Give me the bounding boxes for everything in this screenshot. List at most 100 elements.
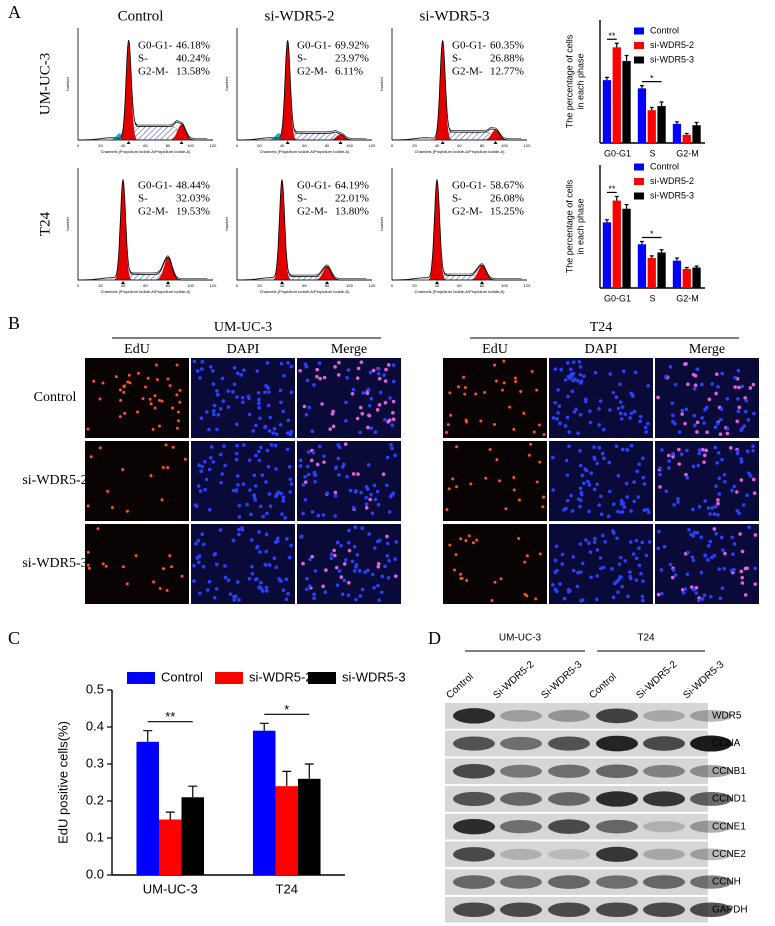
blot-band bbox=[548, 736, 590, 751]
cell-nucleus bbox=[86, 504, 90, 508]
blot-band bbox=[643, 791, 685, 807]
micrograph bbox=[297, 524, 401, 604]
cell-nucleus bbox=[393, 453, 397, 458]
cell-nucleus bbox=[556, 411, 560, 415]
bar bbox=[612, 200, 621, 288]
cell-nucleus bbox=[207, 508, 212, 512]
cell-nucleus bbox=[351, 472, 356, 476]
x-tick-label: UM-UC-3 bbox=[143, 881, 198, 896]
cell-nucleus bbox=[734, 490, 739, 494]
cell-nucleus bbox=[334, 466, 338, 470]
cell-nucleus bbox=[228, 592, 233, 596]
cell-nucleus bbox=[220, 472, 224, 476]
cell-nucleus bbox=[379, 590, 384, 595]
cell-nucleus bbox=[298, 458, 303, 463]
x-tick-label: T24 bbox=[276, 881, 298, 896]
cell-nucleus bbox=[623, 559, 627, 563]
legend-swatch bbox=[634, 178, 644, 185]
bar bbox=[622, 61, 631, 143]
cell-nucleus bbox=[332, 548, 336, 553]
cell-nucleus bbox=[153, 394, 157, 398]
cell-nucleus bbox=[196, 484, 201, 488]
cell-nucleus bbox=[555, 568, 559, 573]
cell-nucleus bbox=[571, 555, 576, 559]
cell-nucleus bbox=[635, 469, 639, 474]
protein-label: CCNB1 bbox=[712, 766, 746, 777]
cell-nucleus bbox=[312, 472, 317, 476]
lane-label: Control bbox=[587, 671, 618, 701]
phase-label: S- bbox=[297, 53, 307, 65]
cell-nucleus bbox=[618, 555, 623, 560]
cell-nucleus bbox=[589, 471, 594, 475]
cell-nucleus bbox=[101, 562, 105, 566]
cell-nucleus bbox=[237, 527, 241, 532]
cell-nucleus bbox=[694, 586, 699, 590]
cell-nucleus bbox=[703, 499, 707, 503]
cell-nucleus bbox=[375, 408, 380, 412]
cell-nucleus bbox=[447, 487, 451, 491]
cell-nucleus bbox=[164, 443, 168, 447]
cell-nucleus bbox=[252, 495, 257, 500]
cell-nucleus bbox=[564, 458, 569, 463]
cell-nucleus bbox=[237, 532, 241, 537]
phase-percentage: 23.97% bbox=[335, 53, 369, 65]
cell-nucleus bbox=[716, 498, 720, 502]
cell-nucleus bbox=[240, 400, 245, 405]
cell-nucleus bbox=[197, 554, 202, 558]
cell-nucleus bbox=[337, 445, 342, 450]
cell-nucleus bbox=[553, 587, 558, 592]
blot-band bbox=[690, 765, 732, 778]
cell-nucleus bbox=[695, 420, 700, 425]
cell-nucleus bbox=[592, 487, 597, 492]
blot-band bbox=[453, 875, 495, 889]
error-bar bbox=[684, 266, 689, 269]
cell-nucleus bbox=[463, 386, 467, 390]
cell-nucleus bbox=[341, 462, 346, 467]
cell-nucleus bbox=[685, 448, 689, 453]
cell-nucleus bbox=[686, 382, 690, 387]
cell-nucleus bbox=[685, 572, 690, 577]
flow-x-tick-label: 120 bbox=[524, 143, 531, 148]
cell-nucleus bbox=[702, 593, 707, 597]
cell-nucleus bbox=[720, 586, 725, 591]
cell-nucleus bbox=[628, 416, 632, 420]
cell-nucleus bbox=[618, 400, 623, 404]
cell-nucleus bbox=[743, 396, 747, 400]
cell-nucleus bbox=[692, 413, 697, 418]
cell-nucleus bbox=[307, 405, 311, 410]
cell-nucleus bbox=[448, 391, 452, 395]
cell-nucleus bbox=[257, 397, 261, 402]
micrograph bbox=[549, 524, 653, 604]
flow-x-label: Channels (Propidium Iodide-A/Propidium I… bbox=[415, 149, 505, 154]
error-bar bbox=[304, 763, 314, 779]
error-bar bbox=[639, 85, 644, 89]
protein-label: CCNE1 bbox=[712, 821, 746, 832]
cell-nucleus bbox=[86, 427, 90, 431]
cell-nucleus bbox=[700, 447, 705, 452]
cell-nucleus bbox=[622, 505, 627, 509]
cell-nucleus bbox=[735, 451, 740, 456]
cell-nucleus bbox=[281, 499, 286, 503]
cell-nucleus bbox=[592, 540, 597, 544]
cell-nucleus bbox=[194, 541, 198, 546]
cell-nucleus bbox=[87, 566, 91, 570]
g1-peak bbox=[114, 181, 132, 280]
cell-nucleus bbox=[260, 589, 265, 593]
blot-band bbox=[500, 709, 542, 722]
flow-x-tick-label: 0 bbox=[77, 283, 80, 288]
cell-nucleus bbox=[278, 422, 283, 427]
cell-nucleus bbox=[693, 423, 697, 428]
cell-nucleus bbox=[639, 571, 643, 576]
cell-nucleus bbox=[644, 553, 649, 558]
cell-nucleus bbox=[572, 410, 577, 414]
error-bar bbox=[639, 240, 644, 245]
cell-nucleus bbox=[368, 370, 373, 375]
flow-x-tick-label: 0 bbox=[391, 143, 394, 148]
cell-nucleus bbox=[629, 411, 634, 416]
cell-nucleus bbox=[599, 494, 603, 499]
cell-nucleus bbox=[381, 472, 386, 476]
g2-peak bbox=[470, 265, 494, 280]
cell-nucleus bbox=[345, 474, 349, 479]
phase-percentage: 6.11% bbox=[335, 66, 363, 78]
